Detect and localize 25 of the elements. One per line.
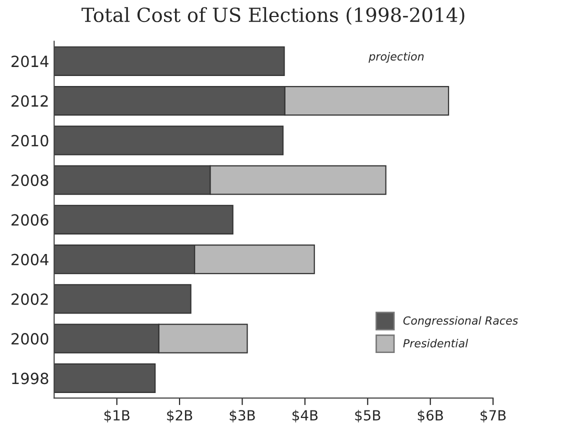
bar bbox=[54, 46, 285, 76]
bar bbox=[54, 363, 156, 394]
x-tick-label: $2B bbox=[167, 410, 192, 422]
x-tick-label: $3B bbox=[230, 410, 255, 422]
x-tick-label: $4B bbox=[292, 410, 318, 422]
y-tick-label: 2010 bbox=[12, 134, 48, 146]
x-tick-label: $7B bbox=[480, 410, 506, 422]
y-tick-label: 2004 bbox=[12, 254, 48, 266]
y-tick-label: 2008 bbox=[12, 174, 48, 186]
y-tick-label: 2006 bbox=[12, 214, 48, 226]
annotation: projection bbox=[368, 52, 424, 63]
x-tick-label: $6B bbox=[418, 410, 443, 422]
chart-title: Total Cost of US Elections (1998-2014) bbox=[82, 7, 464, 25]
x-tick-label: $1B bbox=[104, 410, 130, 422]
bar bbox=[54, 126, 284, 156]
bar bbox=[54, 284, 192, 314]
legend-label: Congressional Races bbox=[403, 316, 518, 327]
y-tick-label: 2014 bbox=[12, 56, 48, 68]
y-tick-label: 2012 bbox=[12, 95, 48, 107]
bar bbox=[54, 204, 234, 234]
legend-label: Presidential bbox=[403, 338, 468, 348]
y-tick-label: 1998 bbox=[12, 372, 48, 384]
y-tick-label: 2002 bbox=[12, 293, 48, 305]
x-tick-label: $5B bbox=[355, 410, 380, 422]
y-tick-label: 2000 bbox=[12, 333, 48, 345]
